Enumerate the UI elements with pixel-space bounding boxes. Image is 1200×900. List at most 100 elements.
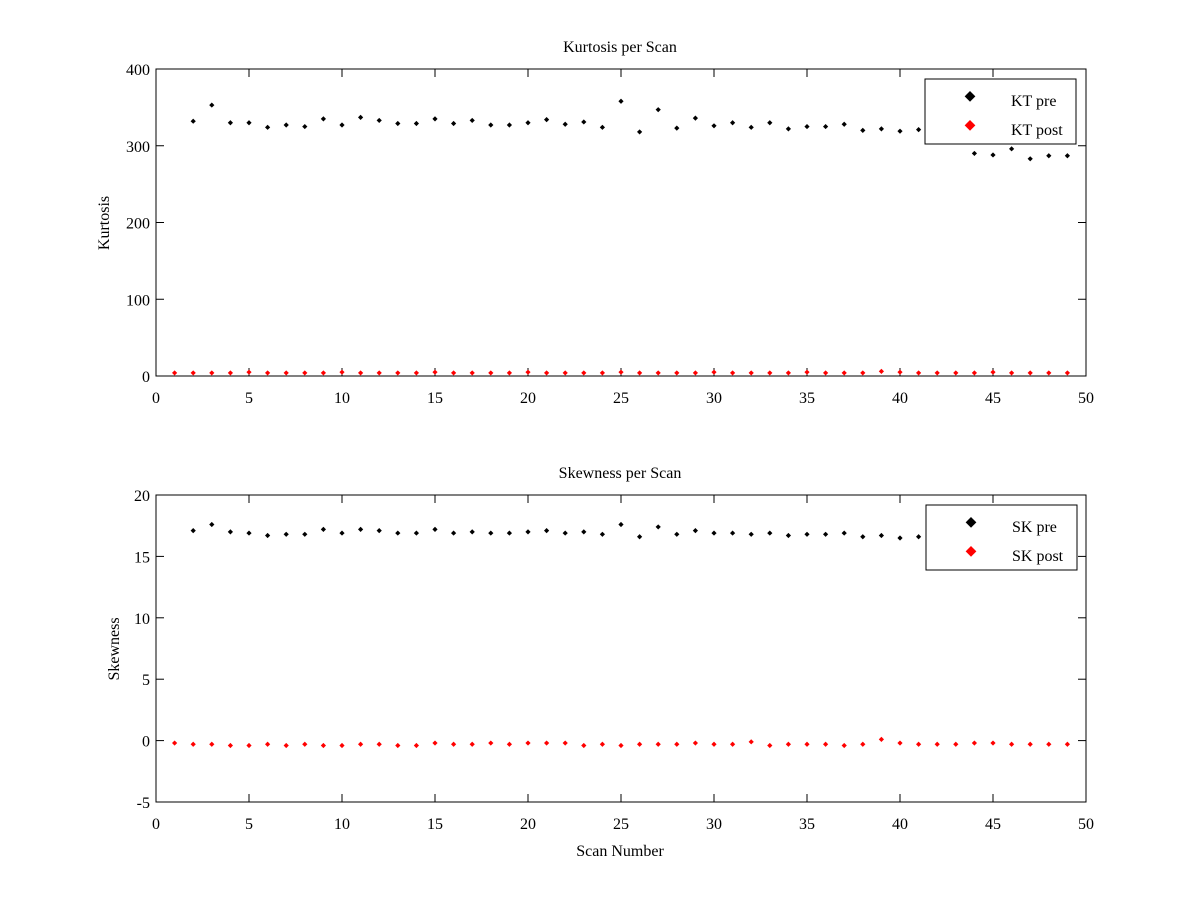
point-kt-post	[320, 370, 326, 376]
point-kt-pre	[469, 117, 475, 124]
point-kt-post	[562, 370, 568, 376]
point-kt-pre	[618, 98, 624, 104]
point-sk-pre	[469, 529, 475, 535]
point-sk-pre	[692, 528, 698, 534]
point-kt-post	[823, 370, 829, 376]
point-sk-pre	[878, 532, 884, 539]
point-sk-post	[655, 741, 661, 747]
point-sk-pre	[841, 530, 847, 536]
point-kt-pre	[544, 117, 550, 123]
point-sk-post	[1064, 741, 1070, 747]
skewness-plot: Skewness per Scan Skewness Scan Number 0…	[106, 465, 1094, 860]
point-sk-post	[711, 741, 717, 747]
point-kt-post	[190, 370, 196, 376]
point-kt-pre	[1027, 156, 1033, 162]
skewness-ytick-label: 10	[134, 611, 150, 628]
point-kt-pre	[990, 152, 996, 158]
point-kt-post	[376, 370, 382, 376]
point-kt-pre	[432, 116, 438, 122]
kurtosis-xtick-label: 50	[1078, 390, 1094, 407]
point-sk-pre	[655, 524, 661, 530]
kurtosis-axes-box	[155, 68, 1087, 377]
skewness-xtick-label: 40	[892, 816, 908, 833]
point-kt-post	[283, 370, 289, 376]
point-kt-pre	[860, 127, 866, 133]
kurtosis-xtick-label: 0	[152, 390, 160, 407]
point-sk-post	[1009, 741, 1015, 747]
legend-label-sk-pre: SK pre	[1012, 519, 1057, 536]
point-kt-pre	[488, 122, 494, 128]
point-sk-pre	[581, 529, 587, 535]
point-kt-pre	[451, 120, 457, 127]
point-sk-pre	[190, 528, 196, 534]
skewness-legend-box	[925, 504, 1078, 571]
point-kt-post	[692, 370, 698, 376]
point-sk-post	[488, 740, 494, 746]
skewness-xlabel: Scan Number	[576, 843, 664, 860]
point-sk-post	[376, 741, 382, 747]
point-sk-pre	[785, 532, 791, 539]
kurtosis-ylabel: Kurtosis	[96, 196, 113, 250]
point-sk-post	[916, 741, 922, 747]
point-kt-post	[544, 370, 550, 376]
point-sk-post	[823, 741, 829, 747]
point-kt-post	[618, 369, 624, 375]
point-sk-post	[674, 741, 680, 747]
kurtosis-ytick-label: 400	[126, 62, 150, 79]
point-kt-pre	[785, 126, 791, 132]
point-kt-pre	[637, 129, 643, 135]
point-sk-post	[525, 740, 531, 746]
point-kt-pre	[692, 115, 698, 121]
kurtosis-xtick-label: 25	[613, 390, 629, 407]
point-kt-pre	[376, 117, 382, 124]
point-sk-pre	[562, 530, 568, 536]
point-kt-post	[841, 370, 847, 376]
point-kt-pre	[841, 121, 847, 127]
skewness-title: Skewness per Scan	[559, 465, 682, 482]
point-kt-post	[1064, 370, 1070, 376]
point-sk-post	[860, 741, 866, 747]
skewness-ytick-label: 0	[142, 734, 150, 751]
point-sk-post	[878, 736, 884, 742]
point-sk-pre	[302, 531, 308, 537]
point-sk-post	[469, 741, 475, 747]
point-sk-post	[841, 742, 847, 749]
point-sk-post	[451, 741, 457, 747]
point-kt-pre	[227, 120, 233, 126]
point-kt-pre	[395, 120, 401, 127]
point-kt-post	[897, 369, 903, 375]
point-kt-pre	[320, 116, 326, 122]
point-kt-post	[730, 370, 736, 376]
point-sk-post	[562, 740, 568, 746]
point-sk-post	[1027, 741, 1033, 747]
skewness-axes-box	[155, 494, 1087, 803]
point-sk-pre	[730, 530, 736, 536]
point-sk-pre	[432, 526, 438, 532]
skewness-ytick-label: 20	[134, 488, 150, 505]
point-kt-post	[674, 370, 680, 376]
point-kt-pre	[562, 121, 568, 127]
point-sk-pre	[376, 528, 382, 534]
point-kt-post	[711, 369, 717, 375]
point-kt-pre	[674, 125, 680, 131]
kurtosis-ytick-label: 300	[126, 139, 150, 156]
skewness-xtick-label: 50	[1078, 816, 1094, 833]
point-kt-post	[785, 370, 791, 376]
skewness-xtick-label: 20	[520, 816, 536, 833]
skewness-xtick-label: 10	[334, 816, 350, 833]
point-sk-pre	[451, 530, 457, 536]
point-kt-post	[916, 370, 922, 376]
point-kt-pre	[283, 122, 289, 128]
kurtosis-plot: Kurtosis per Scan Kurtosis 0 5 10 15 20 25 30 3…	[96, 39, 1094, 407]
kurtosis-points	[172, 98, 1070, 376]
point-sk-pre	[748, 531, 754, 537]
point-sk-post	[209, 741, 215, 747]
point-kt-post	[953, 370, 959, 376]
legend-marker-kt-post: ◆	[965, 118, 976, 133]
skewness-xtick-label: 35	[799, 816, 815, 833]
point-sk-post	[432, 740, 438, 746]
point-kt-post	[599, 370, 605, 376]
